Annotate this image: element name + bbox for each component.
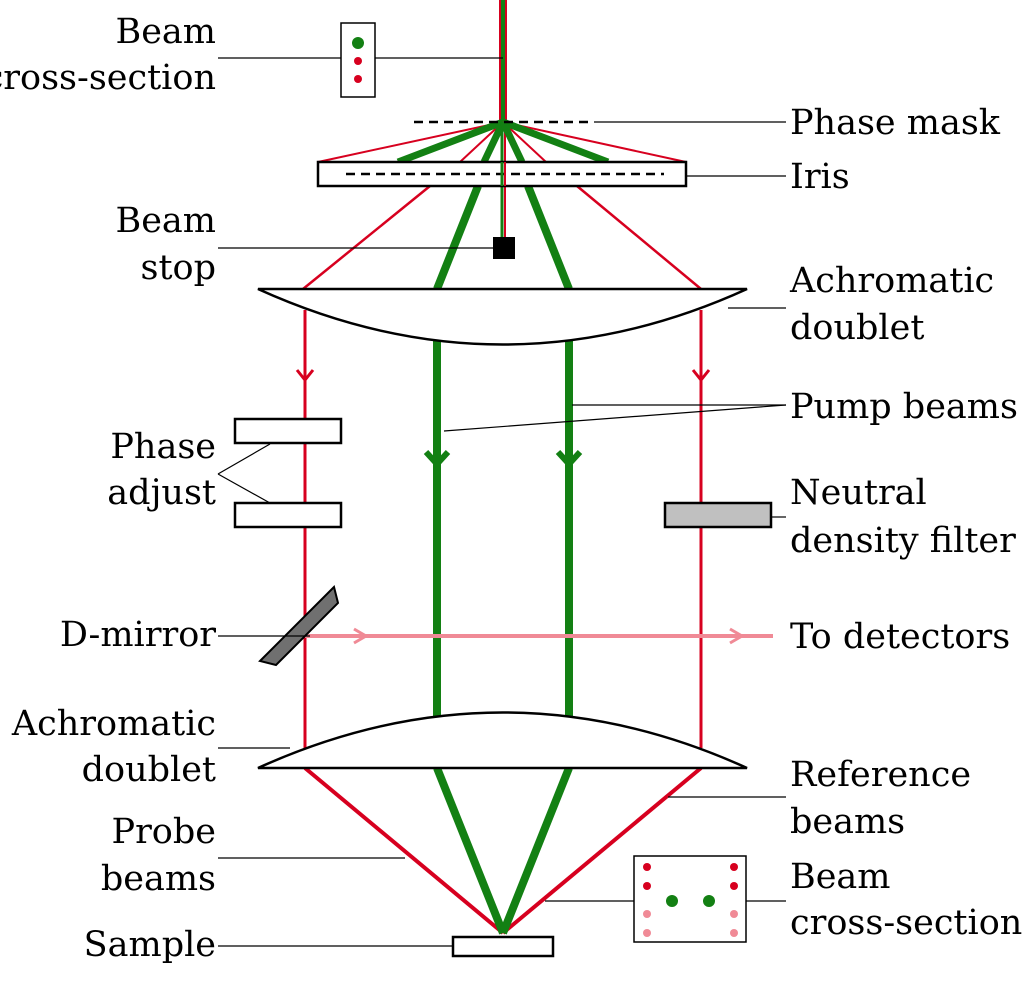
neutral-density-filter-label-1: Neutral — [790, 473, 927, 513]
d-mirror-label: D-mirror — [60, 615, 216, 655]
pump-converge-right — [499, 766, 573, 935]
achromatic-doublet-top-label-2: doublet — [790, 308, 924, 348]
reference-converge-right — [501, 766, 703, 935]
phase-adjust-label-1: Phase — [110, 427, 216, 467]
cross-section-reference-dot — [643, 929, 651, 937]
phase-adjust-plate-2 — [233, 501, 343, 529]
phase-adjust-label-2: adjust — [107, 473, 216, 513]
detector-arrow-1 — [353, 627, 369, 645]
cross-section-probe-dot — [730, 882, 738, 890]
pump-left-arrow — [423, 449, 451, 469]
sample — [451, 935, 555, 958]
pump-converge-left — [433, 766, 507, 935]
probe-beams-label-1: Probe — [112, 812, 216, 852]
pump-order-left-upper — [396, 118, 505, 166]
beam-stop-label-2: stop — [140, 248, 216, 288]
pump-beams-label: Pump beams — [790, 387, 1018, 427]
beam-cross-section-top-label-1: Beam — [116, 12, 217, 52]
blocked-order-inner-left — [459, 121, 504, 163]
leader-lines — [217, 57, 787, 947]
achromatic-doublet-bottom — [257, 711, 748, 770]
beam-cross-section-top-label-2: cross-section — [0, 58, 216, 98]
achromatic-doublet-bottom-label-2: doublet — [82, 750, 216, 790]
cross-section-probe-dot — [354, 75, 362, 83]
cross-section-probe-dot — [643, 882, 651, 890]
cross-section-pump-dot — [352, 37, 364, 49]
d-mirror — [258, 585, 340, 667]
achromatic-doublet-top — [257, 287, 748, 346]
probe-diverge-left — [302, 185, 431, 290]
neutral-density-filter — [663, 501, 773, 529]
probe-left-arrow — [295, 369, 315, 383]
phase-adjust-plate-1 — [233, 417, 343, 445]
pump-order-right-upper — [501, 118, 610, 166]
reference-right-arrow — [691, 369, 711, 383]
cross-section-reference-dot — [730, 929, 738, 937]
pump-diverge-left — [433, 184, 482, 291]
achromatic-doublet-top-label-1: Achromatic — [789, 261, 994, 301]
cross-section-reference-dot — [730, 910, 738, 918]
probe-converge-left — [303, 766, 505, 935]
reference-beams-label-1: Reference — [790, 755, 971, 795]
pump-right-arrow — [555, 449, 583, 469]
cross-section-probe-dot — [730, 863, 738, 871]
blocked-order-right — [502, 121, 687, 163]
cross-section-pump-dot — [703, 895, 715, 907]
neutral-density-filter-label-2: density filter — [790, 521, 1016, 561]
to-detectors-label: To detectors — [790, 617, 1010, 657]
cross-section-reference-dot — [643, 910, 651, 918]
probe-diverge-right — [576, 185, 702, 290]
achromatic-doublet-bottom-label-1: Achromatic — [11, 704, 216, 744]
blocked-order-inner-right — [502, 121, 547, 163]
detector-arrow-2 — [729, 627, 745, 645]
beam-cross-section-bottom-label-2: cross-section — [790, 903, 1022, 943]
cross-section-pump-dot — [666, 895, 678, 907]
pump-order-right-inner — [499, 120, 526, 164]
pump-diverge-right — [524, 184, 573, 291]
beam-cross-section-top-inset — [340, 22, 376, 98]
iris-label: Iris — [790, 157, 850, 197]
pump-order-left-inner — [480, 120, 507, 164]
beam-cross-section-bottom-label-1: Beam — [790, 857, 891, 897]
beam-stop — [493, 237, 515, 259]
cross-section-probe-dot — [354, 57, 362, 65]
beam-cross-section-bottom-inset — [633, 855, 747, 943]
sample-label: Sample — [84, 925, 216, 965]
phase-mask-label: Phase mask — [790, 103, 1001, 143]
blocked-order-left — [317, 121, 504, 163]
probe-beams-label-2: beams — [101, 859, 216, 899]
reference-beams-label-2: beams — [790, 802, 905, 842]
beam-stop-label-1: Beam — [116, 201, 217, 241]
cross-section-probe-dot — [643, 863, 651, 871]
